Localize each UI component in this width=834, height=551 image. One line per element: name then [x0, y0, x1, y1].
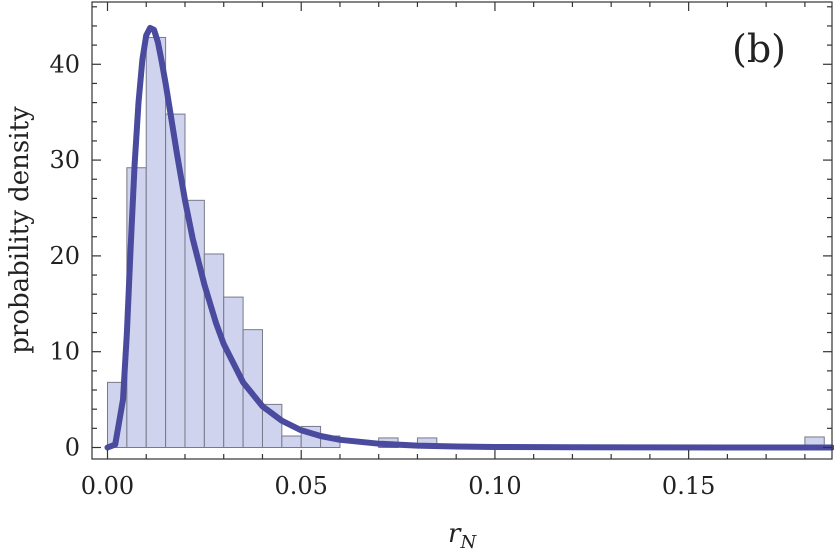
- x-axis-label-base: r: [448, 519, 462, 549]
- fit-curve: [104, 24, 834, 451]
- histogram-bars: [106, 36, 825, 449]
- y-tick-label: 30: [49, 146, 80, 174]
- x-axis-label: rN: [448, 519, 477, 551]
- y-tick-label: 40: [49, 50, 80, 78]
- x-tick-label: 0.05: [274, 472, 327, 500]
- y-tick-label: 0: [65, 434, 80, 462]
- x-tick-label: 0.15: [662, 472, 715, 500]
- histogram-bar-7: [242, 329, 263, 449]
- y-tick-label: 20: [49, 242, 80, 270]
- y-axis-label: probability density: [5, 106, 35, 354]
- histogram-bar-5: [203, 253, 225, 449]
- histogram-bar-2: [145, 36, 167, 449]
- y-tick-label: 10: [49, 338, 80, 366]
- y-axis: 0 10 20 30 40: [49, 6, 832, 462]
- histogram-bar-3: [165, 113, 186, 449]
- panel-label: (b): [732, 27, 786, 71]
- x-axis-label-subscript: N: [459, 532, 477, 551]
- x-tick-label: 0.10: [468, 472, 521, 500]
- histogram-bar-9: [281, 435, 302, 449]
- plot-frame: [91, 1, 833, 460]
- x-tick-label: 0.00: [81, 472, 134, 500]
- x-axis: 0.00 0.05 0.10 0.15: [81, 2, 806, 500]
